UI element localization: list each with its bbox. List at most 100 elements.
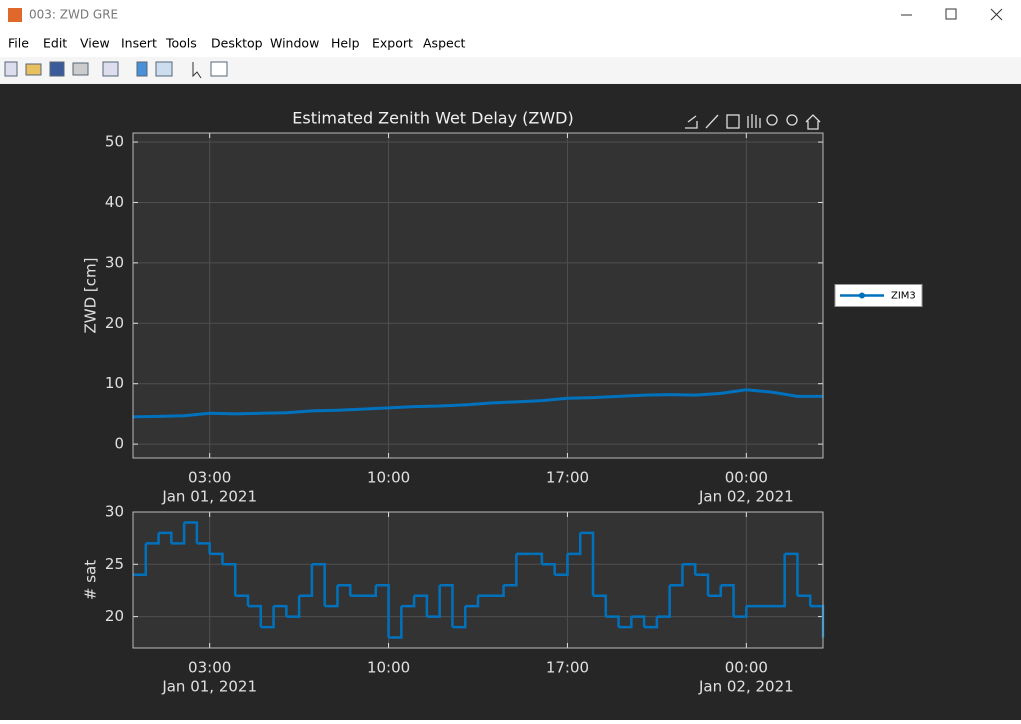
y-tick-label: 50 <box>105 133 124 151</box>
menu-item[interactable]: Help <box>331 36 360 51</box>
step-segment <box>375 583 390 638</box>
axes-box <box>132 511 824 649</box>
menu-item[interactable]: Edit <box>43 36 67 51</box>
x-tick-label: Jan 01, 2021 <box>161 678 257 696</box>
zoom-out-icon[interactable] <box>786 114 798 126</box>
step-segment <box>414 594 429 617</box>
step-segment <box>337 583 352 596</box>
x-tick-label: 10:00 <box>367 659 410 677</box>
menu-item[interactable]: View <box>80 36 110 51</box>
export-icon[interactable] <box>685 115 698 129</box>
step-segment <box>733 606 748 618</box>
data-line <box>132 388 823 419</box>
step-segment <box>260 606 275 629</box>
step-segment <box>720 583 735 617</box>
x-tick-label: 17:00 <box>546 469 589 487</box>
window-title: 003: ZWD GRE <box>29 8 118 22</box>
close-button[interactable] <box>990 8 1003 21</box>
menu-item[interactable]: Window <box>270 36 319 51</box>
toolbar-icons <box>4 61 228 79</box>
step-segment <box>311 563 326 607</box>
step-segment <box>286 595 301 618</box>
datatip-icon[interactable] <box>726 114 740 129</box>
menu: File Edit View Insert Tools Desktop Window Help… <box>8 36 466 51</box>
step-segment <box>669 564 684 587</box>
step-segment <box>273 604 288 617</box>
print-icon[interactable] <box>72 62 89 76</box>
step-segment <box>797 594 812 607</box>
menu-item[interactable]: Desktop <box>211 36 263 51</box>
step-segment <box>580 531 595 596</box>
step-segment <box>235 594 250 607</box>
step-segment <box>452 606 467 629</box>
open-icon[interactable] <box>25 63 42 76</box>
step-segment <box>426 585 441 618</box>
menu-item[interactable]: Aspect <box>423 36 466 51</box>
step-segment <box>503 553 518 587</box>
legend-icon[interactable] <box>155 61 173 77</box>
menu-item[interactable]: File <box>8 36 29 51</box>
x-tick-label: 00:00 <box>725 469 768 487</box>
axes-toolbar <box>685 114 821 130</box>
axes-box <box>132 132 824 459</box>
step-segment <box>618 616 633 629</box>
step-segment <box>209 552 224 565</box>
step-segment <box>465 595 480 608</box>
axes-background <box>133 133 823 458</box>
chart-title: Estimated Zenith Wet Delay (ZWD) <box>292 109 573 128</box>
step-segment <box>593 594 608 617</box>
step-segment <box>554 553 569 577</box>
axes-background <box>133 512 823 648</box>
y-tick-label: 25 <box>105 555 124 573</box>
step-segment <box>222 563 237 596</box>
step-segment <box>401 595 416 608</box>
menu-item[interactable]: Export <box>372 36 413 51</box>
legend-marker <box>859 292 865 299</box>
property-icon[interactable] <box>210 61 228 77</box>
x-tick-label: Jan 02, 2021 <box>698 678 794 696</box>
step-segment <box>605 615 620 628</box>
save-icon[interactable] <box>49 61 65 77</box>
x-tick-label: 03:00 <box>188 469 231 487</box>
menu-item[interactable]: Tools <box>165 36 197 51</box>
toolbar <box>0 57 1021 83</box>
step-segment <box>644 616 659 629</box>
pointer-icon[interactable] <box>192 62 202 79</box>
menu-item[interactable]: Insert <box>121 36 157 51</box>
print-preview-icon[interactable] <box>102 61 119 77</box>
x-tick-label: Jan 01, 2021 <box>161 488 257 506</box>
step-segment <box>567 532 582 556</box>
y-tick-label: 20 <box>105 314 124 332</box>
y-tick-label: 20 <box>105 607 124 625</box>
app-icon <box>8 8 22 22</box>
brush-icon[interactable] <box>705 114 719 129</box>
step-segment <box>388 606 403 639</box>
step-segment <box>631 615 646 628</box>
colorbar-icon[interactable] <box>136 61 148 77</box>
legend-label: ZIM3 <box>891 291 916 302</box>
maximize-button[interactable] <box>945 8 957 20</box>
y-tick-label: 10 <box>105 374 124 392</box>
y-tick-label: 30 <box>105 253 124 271</box>
new-icon[interactable] <box>4 61 18 77</box>
step-segment <box>196 542 211 554</box>
step-segment <box>363 585 378 597</box>
x-tick-label: 10:00 <box>367 469 410 487</box>
y-axis-label: ZWD [cm] <box>82 258 100 334</box>
x-tick-label: Jan 02, 2021 <box>698 488 794 506</box>
zoom-in-icon[interactable] <box>766 114 778 126</box>
menu-bar <box>0 30 1021 57</box>
home-icon[interactable] <box>805 114 821 130</box>
pan-icon[interactable] <box>747 114 761 128</box>
step-segment <box>299 564 314 597</box>
step-segment <box>133 543 148 577</box>
step-segment <box>656 585 671 618</box>
y-axis-label: # sat <box>82 560 100 600</box>
y-tick-label: 30 <box>105 503 124 521</box>
step-segment <box>184 521 199 544</box>
step-segment <box>784 552 799 596</box>
step-segment <box>145 532 160 545</box>
step-segment <box>529 552 544 565</box>
